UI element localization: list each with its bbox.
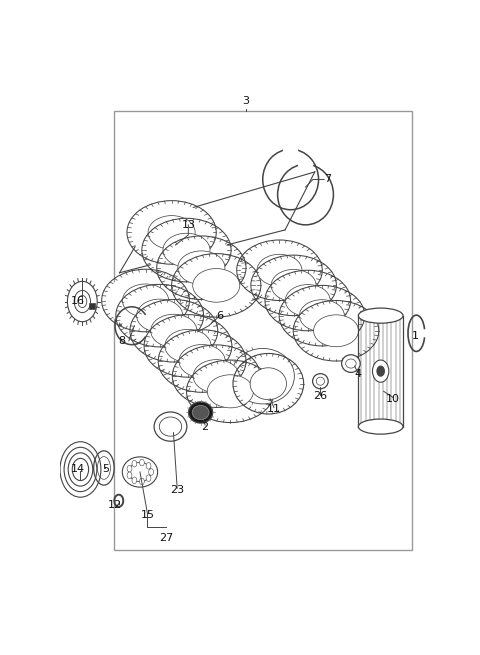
Ellipse shape xyxy=(137,299,183,332)
Ellipse shape xyxy=(159,417,181,436)
Ellipse shape xyxy=(285,284,330,316)
Text: 3: 3 xyxy=(242,96,250,106)
Circle shape xyxy=(127,472,132,479)
Text: 10: 10 xyxy=(386,394,400,404)
Ellipse shape xyxy=(148,317,228,375)
Ellipse shape xyxy=(175,256,257,314)
Ellipse shape xyxy=(240,242,319,298)
Circle shape xyxy=(372,360,389,383)
Circle shape xyxy=(377,366,384,376)
Bar xyxy=(114,111,411,550)
Text: 7: 7 xyxy=(324,174,331,185)
Circle shape xyxy=(146,475,151,481)
Text: 4: 4 xyxy=(354,369,361,379)
Ellipse shape xyxy=(237,356,300,411)
Text: 2: 2 xyxy=(202,422,209,432)
Text: 16: 16 xyxy=(71,295,85,305)
Ellipse shape xyxy=(122,284,168,317)
Circle shape xyxy=(146,462,151,469)
Ellipse shape xyxy=(129,462,151,481)
Ellipse shape xyxy=(250,367,287,400)
Ellipse shape xyxy=(207,375,253,408)
Ellipse shape xyxy=(122,457,157,487)
Text: 12: 12 xyxy=(108,500,122,510)
Circle shape xyxy=(132,460,137,467)
Text: 26: 26 xyxy=(313,391,327,402)
Ellipse shape xyxy=(151,314,197,347)
Text: 13: 13 xyxy=(181,220,195,230)
Circle shape xyxy=(74,290,91,312)
Ellipse shape xyxy=(178,251,225,284)
Circle shape xyxy=(140,478,144,485)
Ellipse shape xyxy=(271,269,316,301)
Ellipse shape xyxy=(316,377,324,385)
Ellipse shape xyxy=(359,419,403,434)
Text: 5: 5 xyxy=(102,464,109,474)
Ellipse shape xyxy=(193,360,240,393)
Circle shape xyxy=(67,282,97,322)
Text: 6: 6 xyxy=(216,310,224,321)
Ellipse shape xyxy=(148,215,195,250)
Ellipse shape xyxy=(176,347,256,405)
Ellipse shape xyxy=(300,300,344,331)
Ellipse shape xyxy=(145,221,228,279)
Circle shape xyxy=(127,466,132,472)
Ellipse shape xyxy=(179,345,225,377)
Ellipse shape xyxy=(189,402,213,423)
Text: 11: 11 xyxy=(267,404,281,414)
Ellipse shape xyxy=(190,363,271,420)
Circle shape xyxy=(78,295,87,308)
Ellipse shape xyxy=(120,287,200,345)
Ellipse shape xyxy=(346,359,356,368)
Ellipse shape xyxy=(162,332,242,390)
Ellipse shape xyxy=(313,315,359,346)
Text: 14: 14 xyxy=(71,464,85,474)
Circle shape xyxy=(140,459,144,466)
Text: 8: 8 xyxy=(118,336,125,346)
Ellipse shape xyxy=(257,254,302,286)
Ellipse shape xyxy=(312,373,328,389)
Ellipse shape xyxy=(359,308,403,323)
Ellipse shape xyxy=(297,303,375,358)
Ellipse shape xyxy=(192,405,209,420)
Ellipse shape xyxy=(163,233,210,267)
Text: 1: 1 xyxy=(412,331,419,341)
Ellipse shape xyxy=(283,288,361,343)
Text: 27: 27 xyxy=(159,533,173,542)
Text: 15: 15 xyxy=(141,510,155,520)
Ellipse shape xyxy=(154,412,187,441)
Text: 23: 23 xyxy=(170,485,184,495)
Circle shape xyxy=(149,469,154,476)
Ellipse shape xyxy=(342,355,360,373)
Ellipse shape xyxy=(133,302,214,360)
Ellipse shape xyxy=(192,269,240,302)
Circle shape xyxy=(132,477,137,483)
Ellipse shape xyxy=(165,329,211,362)
Bar xyxy=(89,303,95,309)
Ellipse shape xyxy=(131,203,213,262)
Ellipse shape xyxy=(160,238,242,297)
Ellipse shape xyxy=(269,272,347,328)
Ellipse shape xyxy=(106,272,186,329)
Ellipse shape xyxy=(254,257,333,313)
